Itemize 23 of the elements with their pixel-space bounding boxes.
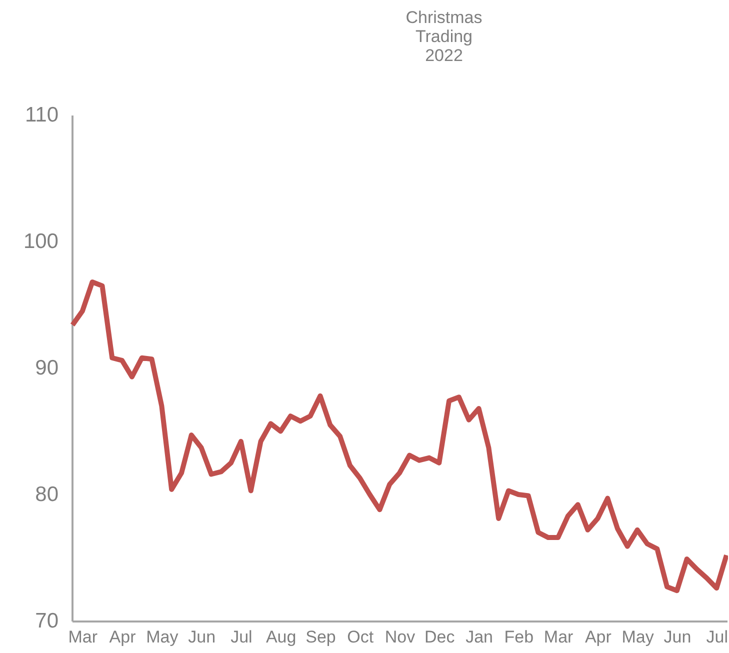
x-tick-label: Sep — [306, 628, 336, 646]
x-tick-label: May — [622, 628, 654, 646]
text: Christmas Trading 2022 — [406, 8, 482, 65]
y-tick-label: 110 — [25, 104, 58, 126]
x-tick-label: Apr — [584, 628, 612, 646]
x-tick-label: May — [146, 628, 179, 646]
x-tick-label: Mar — [544, 628, 574, 646]
x-tick-label: Apr — [109, 628, 136, 646]
x-tick-label: Oct — [347, 628, 374, 646]
x-tick-label: Dec — [424, 628, 456, 646]
x-tick-label: Nov — [384, 628, 416, 646]
x-tick-label: Aug — [266, 628, 296, 646]
y-tick-label: 90 — [35, 356, 58, 380]
x-tick-label: Jul — [230, 628, 252, 646]
x-tick-label: Feb — [504, 628, 534, 646]
y-tick-label: 100 — [23, 230, 58, 253]
x-tick-label: Jul — [706, 628, 728, 646]
x-tick-label: Mar — [68, 628, 98, 646]
y-tick-label: 70 — [35, 610, 58, 632]
x-tick-label: Jun — [188, 628, 216, 646]
y-tick-label: 80 — [35, 483, 58, 506]
x-tick-label: Jan — [466, 628, 493, 646]
x-tick-label: Jun — [664, 628, 692, 646]
